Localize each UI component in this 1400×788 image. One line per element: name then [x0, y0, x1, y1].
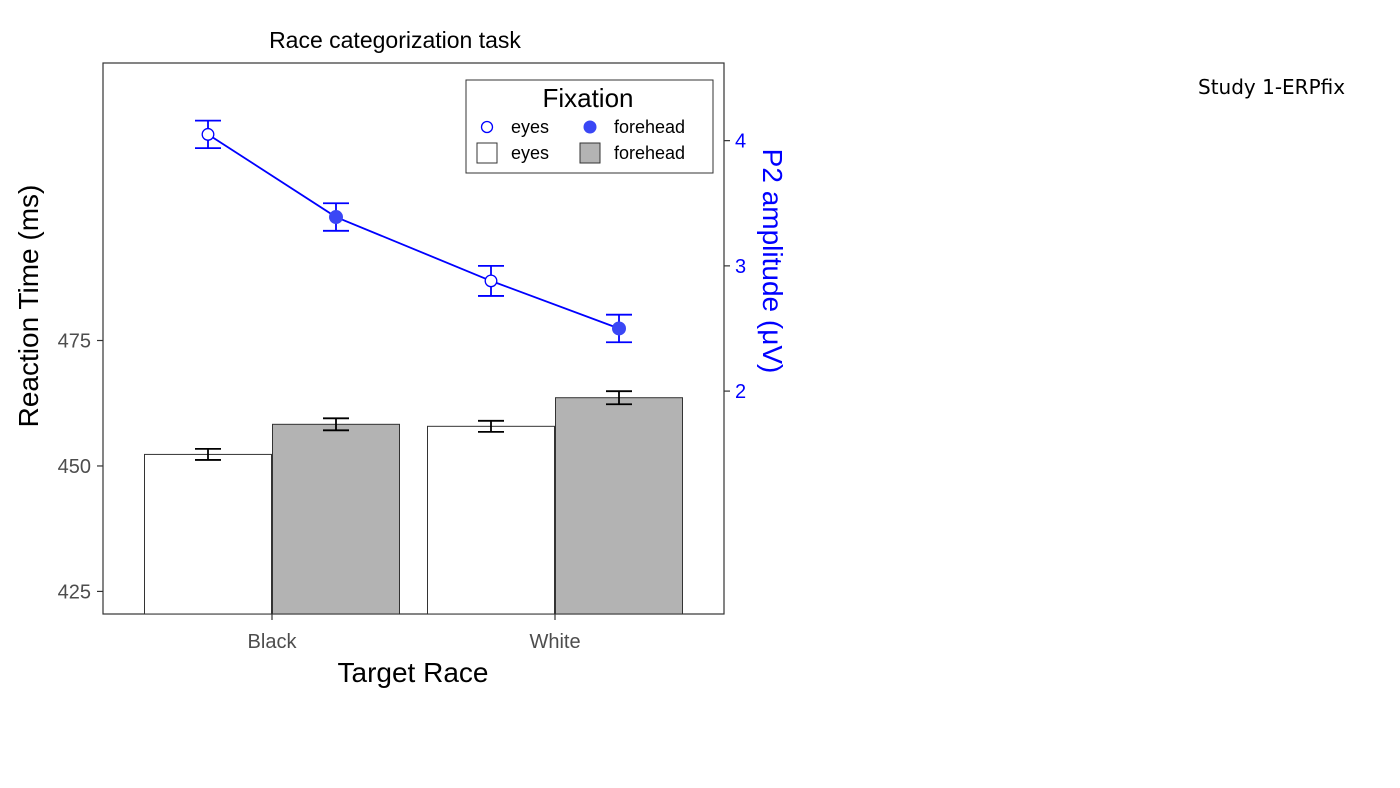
legend-point-eyes-label: eyes [511, 117, 549, 137]
legend-point-eyes-key [480, 120, 494, 134]
p2-point-white-forehead [612, 321, 626, 336]
bar-errorbar-white-eyes [478, 419, 504, 433]
bars-layer [144, 390, 683, 615]
bar-errorbar-black-eyes [195, 448, 221, 461]
p2-point-black-eyes [201, 127, 215, 141]
legend-bar-eyes-label: eyes [511, 143, 549, 163]
y2-tick-label-4: 4 [735, 131, 746, 153]
legend-point-forehead-label: forehead [614, 117, 685, 137]
line-layer [195, 119, 632, 344]
bar-errorbar-black-forehead [323, 417, 349, 432]
bar-white-eyes [427, 425, 555, 615]
p2-point-white-eyes [484, 274, 498, 288]
y2-tick-label-2: 2 [735, 381, 746, 403]
bar-black-forehead [272, 423, 400, 615]
x-tick-label-white: White [529, 631, 580, 653]
y-tick-label-475: 475 [58, 331, 91, 353]
legend-title: Fixation [542, 83, 633, 113]
bar-errorbar-white-forehead [606, 390, 632, 406]
bar-white-forehead [555, 397, 683, 615]
study-label: Study 1-ERPfix [1198, 75, 1346, 99]
bar-black-eyes [144, 453, 272, 615]
legend-bar-forehead-key [579, 142, 601, 164]
y2-tick-label-3: 3 [735, 256, 746, 278]
chart-title: Race categorization task [269, 27, 521, 53]
legend: Fixation eyes forehead eyes forehead [465, 79, 714, 174]
legend-bar-forehead-label: forehead [614, 143, 685, 163]
p2-amplitude-line [207, 133, 620, 330]
y-axis-title: Reaction Time (ms) [13, 185, 44, 428]
x-tick-label-black: Black [248, 631, 298, 653]
legend-point-forehead-key [583, 120, 597, 134]
y2-axis-title: P2 amplitude (μV) [757, 149, 788, 374]
p2-point-black-forehead [329, 210, 343, 225]
y-tick-label-450: 450 [58, 456, 91, 478]
x-axis-title: Target Race [338, 657, 489, 688]
legend-bar-eyes-key [476, 142, 498, 164]
y-tick-label-425: 425 [58, 581, 91, 603]
ticks-layer: 425 450 475 2 3 4 Black White [58, 131, 747, 653]
